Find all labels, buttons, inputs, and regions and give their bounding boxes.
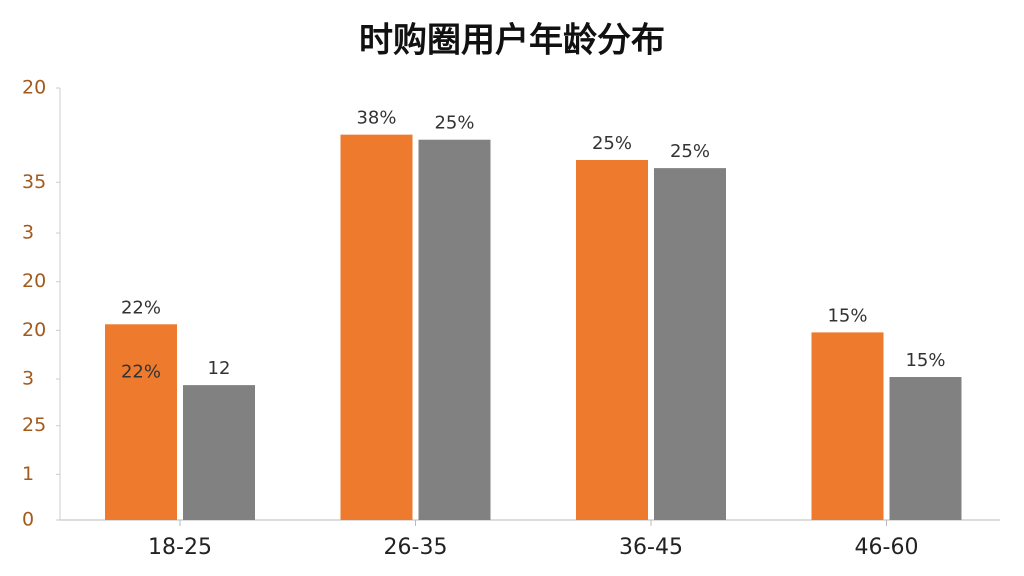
chart-title: 时购圈用户年龄分布 [359, 21, 665, 61]
x-tick-label: 18-25 [148, 535, 212, 560]
bar [654, 168, 726, 520]
x-tick-label: 46-60 [855, 535, 919, 560]
y-tick-label: 20 [22, 270, 46, 292]
y-tick-label: 1 [22, 463, 34, 485]
x-tick-label: 36-45 [619, 535, 683, 560]
bar [183, 385, 255, 520]
bar [576, 160, 648, 520]
annotation: 15% [905, 350, 945, 371]
annotation: 12 [208, 358, 231, 379]
bar [105, 324, 177, 520]
annotation: 25% [670, 141, 710, 162]
y-tick-label: 20 [22, 77, 46, 99]
y-tick-label: 3 [22, 368, 34, 390]
bar [340, 134, 413, 520]
annotation: 25% [434, 113, 474, 134]
y-tick-label: 25 [22, 414, 46, 436]
annotation: 25% [592, 133, 632, 154]
bar [811, 332, 884, 520]
annotation: 22% [121, 361, 161, 382]
y-tick-label: 35 [22, 171, 46, 193]
y-tick-label: 0 [22, 509, 34, 531]
y-tick-label: 20 [22, 319, 46, 341]
x-tick-label: 26-35 [384, 535, 448, 560]
y-tick-label: 3 [22, 222, 34, 244]
bar [889, 377, 962, 520]
annotation: 22% [121, 297, 161, 318]
annotation: 15% [827, 305, 867, 326]
annotation: 38% [356, 108, 396, 129]
bar [418, 139, 491, 520]
